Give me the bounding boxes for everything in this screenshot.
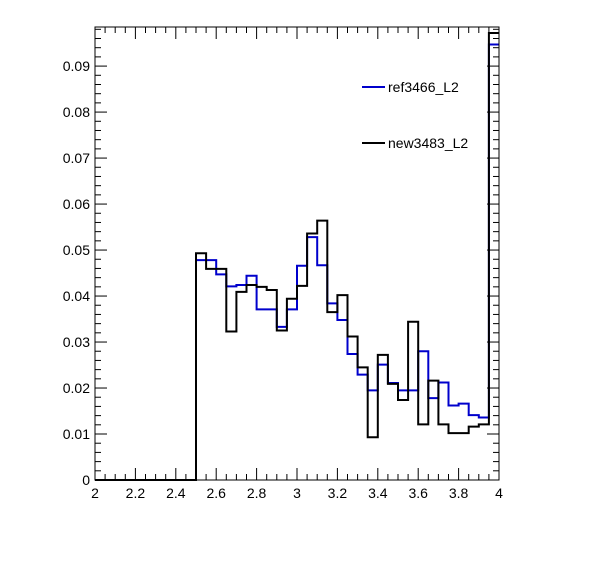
x-tick-label: 2.2 <box>126 485 146 501</box>
legend-label-new: new3483_L2 <box>388 135 468 151</box>
x-tick-label: 2.8 <box>247 485 267 501</box>
legend-label-ref: ref3466_L2 <box>388 79 459 95</box>
x-tick-label: 2.4 <box>166 485 186 501</box>
x-tick-label: 4 <box>495 485 503 501</box>
legend: ref3466_L2 new3483_L2 <box>357 66 487 172</box>
y-tick-label: 0 <box>82 472 90 488</box>
x-tick-label: 3.4 <box>368 485 388 501</box>
y-tick-label: 0.09 <box>63 58 90 74</box>
x-axis: 2 2.2 2.4 2.6 2.8 3 3.2 3.4 3.6 3.8 4 <box>91 27 503 501</box>
y-tick-label: 0.01 <box>63 426 90 442</box>
y-tick-label: 0.05 <box>63 242 90 258</box>
x-tick-label: 2.6 <box>206 485 226 501</box>
series-layer <box>95 31 499 481</box>
x-tick-label: 3 <box>293 485 301 501</box>
series-line-new <box>95 31 499 481</box>
y-tick-label: 0.07 <box>63 150 90 166</box>
y-tick-label: 0.03 <box>63 334 90 350</box>
x-tick-label: 2 <box>91 485 99 501</box>
y-axis: 0 0.01 0.02 0.03 0.04 0.05 0.06 0.07 0.08 0.09 <box>63 28 499 488</box>
x-tick-label: 3.6 <box>408 485 428 501</box>
y-tick-label: 0.08 <box>63 104 90 120</box>
y-tick-label: 0.04 <box>63 288 90 304</box>
y-tick-label: 0.02 <box>63 380 90 396</box>
legend-box <box>357 66 487 172</box>
x-tick-label: 3.2 <box>328 485 348 501</box>
x-tick-label: 3.8 <box>449 485 469 501</box>
y-tick-label: 0.06 <box>63 196 90 212</box>
